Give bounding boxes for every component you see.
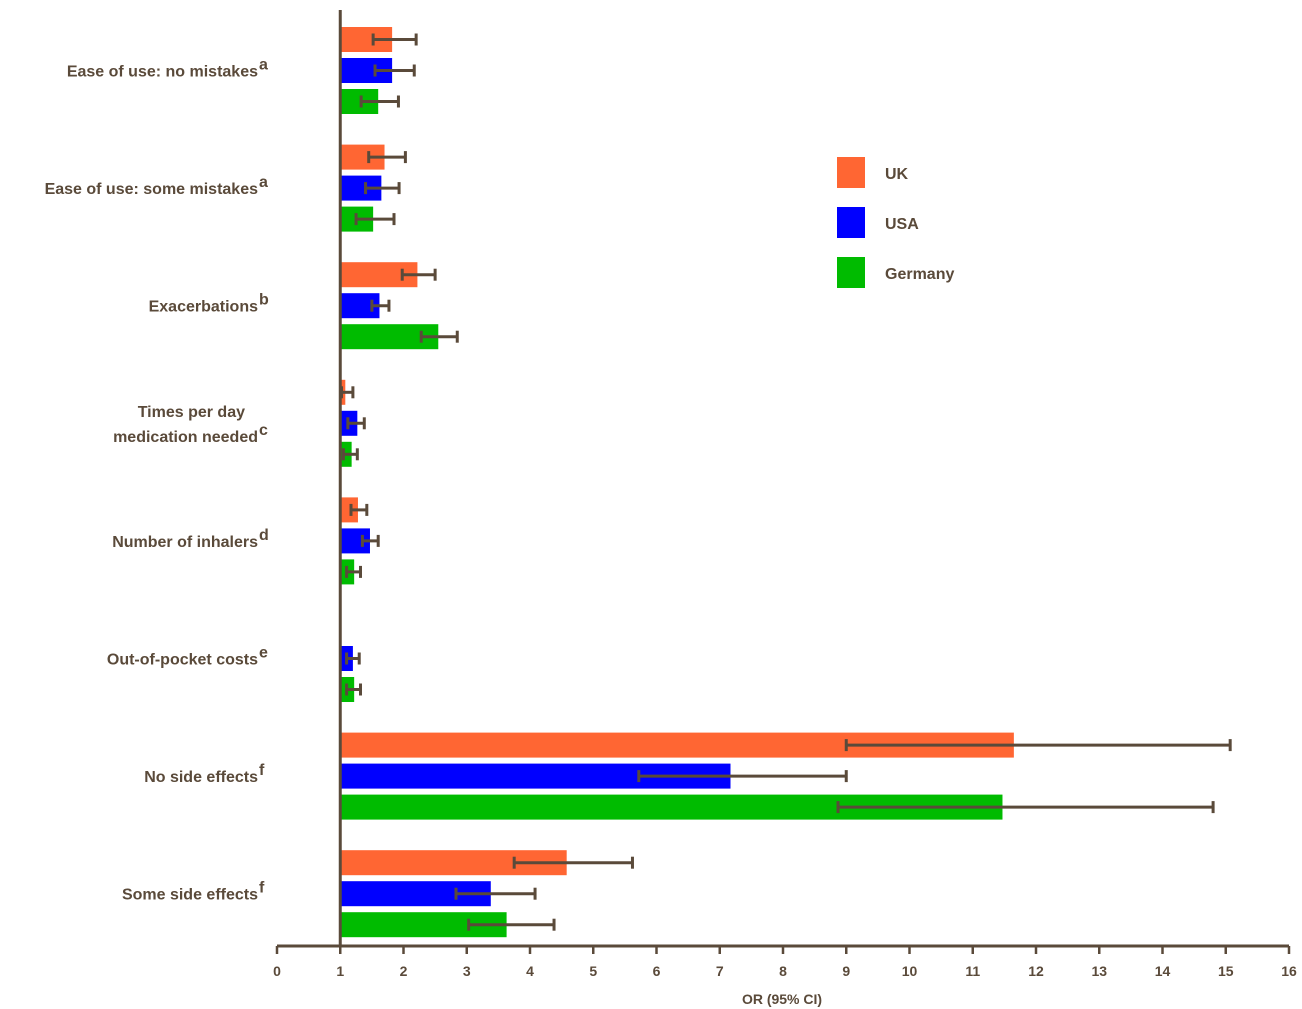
legend-label-usa: USA — [885, 216, 919, 233]
error-bar-usa-5 — [345, 652, 361, 665]
category-label-2-line-0: Exacerbations — [149, 299, 258, 316]
legend-item-uk: UK — [837, 157, 909, 188]
x-tick-label-7: 7 — [716, 963, 724, 979]
category-label-5-superscript: e — [259, 645, 268, 662]
error-bar-uk-2 — [400, 268, 437, 281]
error-bar-usa-7 — [454, 887, 537, 900]
error-bars-layer — [340, 33, 1232, 931]
legend-label-germany: Germany — [885, 266, 954, 283]
x-tick-label-0: 0 — [273, 963, 281, 979]
error-bar-usa-6 — [637, 770, 848, 783]
category-label-4-line-0: Number of inhalers — [112, 534, 258, 551]
bar-uk-4 — [340, 497, 358, 523]
category-label-0-superscript: a — [259, 57, 268, 74]
error-bar-uk-1 — [367, 151, 407, 164]
x-axis-title: OR (95% CI) — [742, 991, 822, 1007]
error-bar-uk-0 — [371, 33, 418, 46]
error-bar-germany-2 — [419, 330, 459, 343]
error-bar-germany-3 — [341, 448, 359, 461]
legend-swatch-germany — [837, 257, 865, 288]
error-bar-usa-3 — [346, 417, 366, 430]
error-bar-usa-1 — [364, 182, 401, 195]
x-tick-label-13: 13 — [1091, 963, 1107, 979]
error-bar-uk-7 — [512, 856, 634, 869]
x-axis: 0 1 2 3 4 5 6 7 8 9 10 11 12 13 14 15 16 — [273, 944, 1297, 979]
x-tick-label-1: 1 — [336, 963, 344, 979]
x-tick-label-2: 2 — [400, 963, 408, 979]
x-tick-label-11: 11 — [965, 963, 980, 979]
error-bar-uk-4 — [349, 503, 369, 516]
x-tick-label-16: 16 — [1281, 963, 1297, 979]
legend-item-germany: Germany — [837, 257, 954, 288]
category-label-0-line-0: Ease of use: no mistakes — [67, 64, 258, 81]
error-bar-germany-1 — [354, 213, 396, 226]
category-label-7-superscript: f — [259, 880, 265, 897]
category-label-2-superscript: b — [259, 292, 269, 309]
category-label-3-line-0: Times per day — [138, 404, 245, 421]
legend-item-usa: USA — [837, 207, 919, 238]
category-label-6-line-0: No side effects — [144, 769, 258, 786]
category-label-3-line-1: medication needed — [113, 429, 258, 446]
x-tick-label-4: 4 — [526, 963, 534, 979]
legend-swatch-usa — [837, 207, 865, 238]
category-label-4-superscript: d — [259, 527, 269, 544]
bars-layer — [340, 27, 1014, 938]
error-bar-germany-5 — [345, 683, 362, 696]
x-tick-label-15: 15 — [1218, 963, 1234, 979]
category-label-6-superscript: f — [259, 762, 265, 779]
x-tick-label-5: 5 — [589, 963, 597, 979]
error-bar-usa-2 — [370, 299, 391, 312]
legend: UK USA Germany — [837, 157, 954, 288]
x-tick-label-14: 14 — [1155, 963, 1171, 979]
x-tick-label-9: 9 — [842, 963, 850, 979]
legend-swatch-uk — [837, 157, 865, 188]
error-bar-germany-7 — [467, 918, 556, 931]
error-bar-uk-6 — [844, 739, 1232, 752]
legend-label-uk: UK — [885, 166, 909, 183]
x-tick-label-12: 12 — [1028, 963, 1044, 979]
category-label-7-line-0: Some side effects — [122, 887, 258, 904]
x-tick-label-6: 6 — [653, 963, 661, 979]
error-bar-usa-4 — [360, 534, 380, 547]
error-bar-germany-0 — [359, 95, 400, 108]
category-label-1-superscript: a — [259, 174, 268, 191]
x-tick-label-10: 10 — [902, 963, 918, 979]
error-bar-usa-0 — [373, 64, 416, 77]
category-label-1-line-0: Ease of use: some mistakes — [45, 181, 259, 198]
category-label-3-superscript: c — [259, 422, 268, 439]
x-tick-label-3: 3 — [463, 963, 471, 979]
error-bar-germany-6 — [836, 801, 1215, 814]
error-bar-germany-4 — [345, 565, 362, 578]
category-label-5-line-0: Out-of-pocket costs — [107, 652, 258, 669]
x-tick-label-8: 8 — [779, 963, 787, 979]
